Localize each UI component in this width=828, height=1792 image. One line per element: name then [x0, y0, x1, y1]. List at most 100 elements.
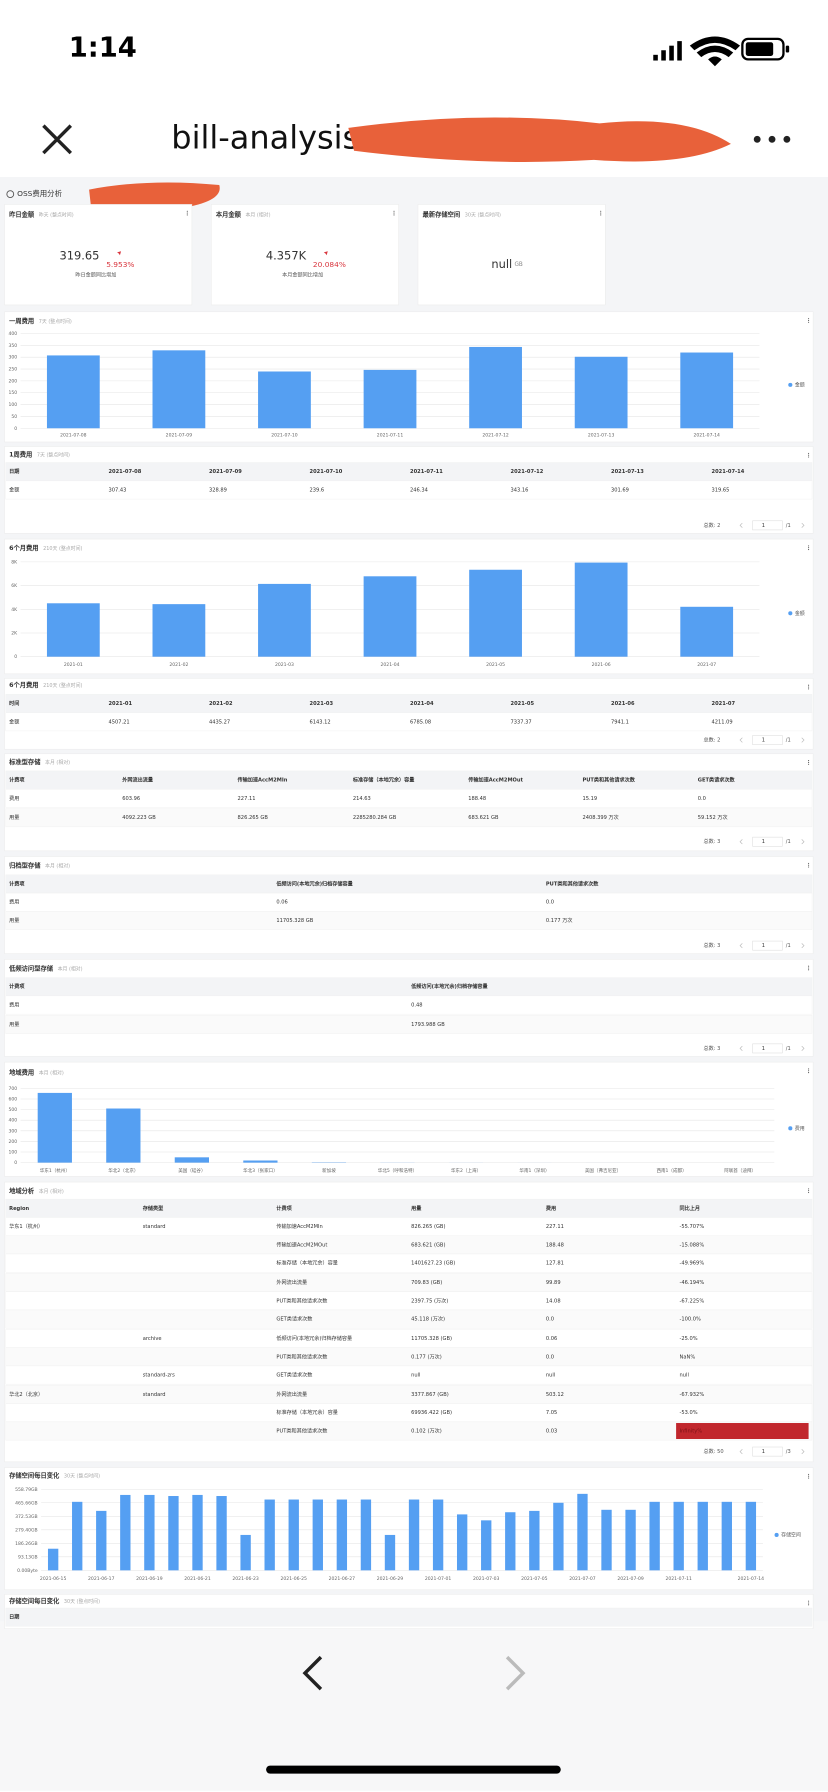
unit: GB [514, 261, 522, 267]
close-button[interactable] [42, 124, 73, 155]
title: 存储空间每日变化 [9, 1471, 60, 1480]
kpi-caption: 本月金额同比增加 [282, 271, 323, 279]
bar [46, 355, 100, 429]
bar [243, 1160, 278, 1163]
column-header: Region [9, 1206, 29, 1212]
cell: 59.152 万次 [698, 813, 728, 821]
cell: 外网流出流量 [276, 1390, 307, 1398]
bar [174, 1157, 209, 1163]
title: 6个月费用 [9, 543, 38, 552]
cell: -67.225% [680, 1298, 705, 1304]
bar [258, 583, 311, 657]
x-tick-label: 华南1（深圳） [519, 1167, 549, 1174]
prev-page [739, 1449, 743, 1455]
menu-dot [808, 456, 810, 458]
back-button[interactable] [302, 1655, 323, 1691]
period: 本月 (相对) [58, 965, 83, 972]
page-input [752, 1043, 783, 1054]
table-row [5, 788, 813, 808]
cell: 用量 [9, 1021, 19, 1028]
column-header: 计费项 [9, 879, 25, 887]
page-number: 1 [762, 839, 765, 845]
cell: 7337.37 [511, 719, 532, 725]
x-tick-label: 2021-07-07 [569, 1576, 596, 1582]
y-tick-label: 6K [11, 583, 18, 589]
cell: 2285280.284 GB [353, 815, 397, 821]
table-row [5, 1309, 813, 1329]
table-row [5, 712, 813, 732]
title: 地域分析 [9, 1186, 35, 1195]
cell: 0.177 (万次) [411, 1352, 442, 1360]
menu-dot [808, 1602, 810, 1604]
cell: 标准存储（本地冗余）容量 [276, 1259, 338, 1267]
cell: 301.69 [611, 487, 629, 493]
menu-dot [808, 684, 810, 686]
cell: 188.48 [468, 796, 486, 802]
cell: -67.932% [680, 1392, 705, 1398]
x-tick-label: 2021-06-21 [184, 1576, 211, 1582]
cell: 7941.1 [611, 719, 629, 725]
legend-label: 存储空间 [781, 1531, 801, 1538]
bar [363, 576, 417, 657]
cell: 343.16 [511, 487, 529, 493]
y-tick-label: 8K [11, 559, 18, 565]
cell: 4507.21 [108, 719, 129, 725]
menu-dot [808, 967, 810, 969]
x-tick-label: 2021-06-23 [232, 1576, 259, 1582]
x-tick-label: 2021-06 [592, 662, 611, 668]
legend-swatch [788, 611, 793, 616]
page-count: /3 [786, 1449, 791, 1455]
menu-dot [808, 547, 810, 549]
cell: standard [143, 1392, 166, 1398]
bar [288, 1499, 299, 1571]
page-number: 1 [762, 738, 765, 744]
cell: 2397.75 (万次) [411, 1296, 448, 1304]
cell: 14.08 [546, 1298, 561, 1304]
period: 本月 (相对) [39, 1069, 64, 1076]
bar [336, 1499, 348, 1571]
period: 210天 (整点时间) [43, 545, 82, 552]
cell: standard-zrs [143, 1373, 175, 1379]
more-button[interactable] [753, 135, 791, 143]
next-page [801, 943, 805, 949]
panel-title: 1周费用 7天 (整点时间) [9, 450, 70, 459]
total-count: 总数: 3 [704, 1044, 721, 1052]
bar [697, 1501, 708, 1571]
cell: 227.11 [546, 1224, 564, 1230]
menu-dot [808, 761, 810, 764]
page-input [752, 1446, 783, 1457]
x-tick-label: 2021-05 [486, 662, 505, 668]
cell: 239.6 [310, 487, 325, 493]
x-tick-label: 华东1（杭州） [40, 1167, 70, 1174]
cell: 0.06 [276, 900, 287, 906]
cell: 227.11 [238, 796, 256, 802]
x-tick-label: 新加坡 [322, 1167, 336, 1174]
prev-page [739, 522, 743, 528]
panel-title: 标准型存储 本月 (相对) [8, 757, 70, 766]
period: 210天 (整点时间) [43, 682, 82, 689]
y-tick-label: 2K [11, 630, 18, 636]
forward-button[interactable] [505, 1655, 526, 1691]
panel-title: 最新存储空间 30天 (整点时间) [423, 210, 501, 219]
panel-title: 低频访问型存储 本月 (相对) [8, 963, 83, 972]
menu-dot [600, 210, 602, 212]
cell: -100.0% [680, 1317, 702, 1323]
nav-bar [0, 1621, 828, 1791]
x-tick-label: 西南1（成都） [656, 1167, 686, 1174]
y-tick-label: 250 [8, 367, 17, 373]
menu-dot [808, 1600, 810, 1602]
cell: null [546, 1373, 555, 1379]
period: 7天 (整点时间) [39, 317, 72, 324]
cell: -53.0% [680, 1410, 698, 1416]
bar [574, 356, 628, 429]
menu-dot [808, 866, 810, 868]
cell: 用量 [9, 917, 19, 924]
page-count: /1 [786, 738, 791, 744]
cell: 188.48 [546, 1242, 564, 1248]
panel-title: 存储空间每日变化 30天 (整点时间) [9, 1596, 100, 1605]
x-tick-label: 2021-06-27 [329, 1576, 356, 1582]
page-number: 1 [762, 1449, 765, 1455]
legend-label: 金额 [795, 381, 805, 388]
bar [258, 371, 311, 429]
